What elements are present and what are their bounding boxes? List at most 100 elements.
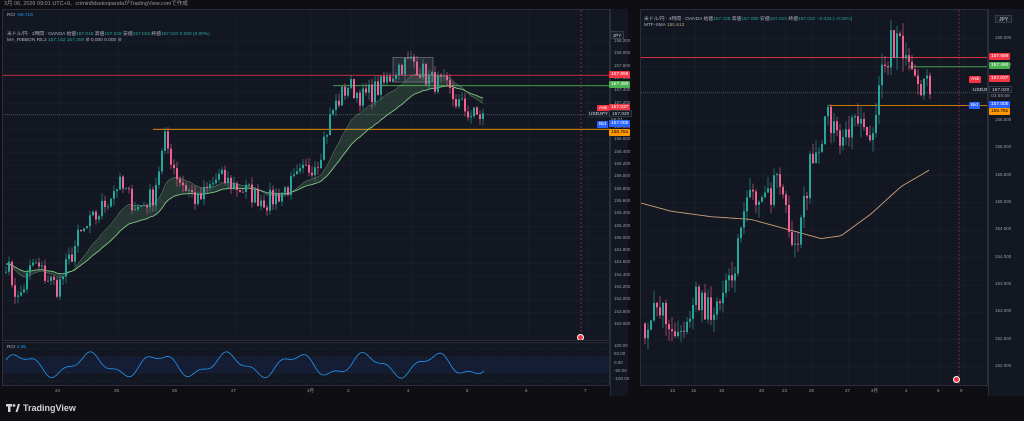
- candle-body: [113, 191, 115, 199]
- price-tag-green[interactable]: 157.490: [609, 81, 631, 89]
- price-tick: 154.000: [614, 296, 631, 302]
- left-rci-pane[interactable]: RCI 4.36: [2, 342, 610, 386]
- candle-body: [794, 243, 796, 245]
- bid-label[interactable]: Bid: [969, 101, 980, 109]
- price-tick: 156.500: [995, 116, 1012, 122]
- candle-body: [296, 171, 298, 175]
- price-tag-ask[interactable]: 157.037: [609, 103, 631, 111]
- left-time-axis[interactable]: 24 25 26 27 3月 3 4 5 6 7: [2, 386, 610, 396]
- symbol-label[interactable]: USDJPY: [587, 111, 609, 119]
- candle-body: [146, 204, 148, 208]
- left-chart-panel[interactable]: RCI -56.719 米ドル/円 · 1時間 · OANDA 始値157.01…: [2, 9, 610, 341]
- currency-label[interactable]: JPY: [610, 31, 625, 39]
- candle-body: [101, 200, 103, 217]
- candle-body: [461, 98, 463, 100]
- candle-body: [86, 226, 88, 229]
- price-tag-bid[interactable]: 157.005: [609, 119, 631, 127]
- price-tick: 156.000: [614, 173, 631, 179]
- candle-body: [29, 265, 31, 273]
- candle-body: [176, 168, 178, 180]
- price-tag-red[interactable]: 157.659: [609, 70, 631, 78]
- candle-body: [215, 179, 217, 184]
- candle-body: [404, 57, 406, 75]
- candle-body: [98, 216, 100, 220]
- price-tick: 153.800: [614, 308, 631, 314]
- candle-body: [362, 88, 364, 106]
- candle-body: [407, 57, 409, 59]
- right-indicator-legend[interactable]: MTF-SMA 155.613: [644, 23, 685, 28]
- date-tick: 16: [691, 388, 697, 393]
- price-tag-last[interactable]: 157.020: [989, 85, 1013, 93]
- candle-body: [110, 198, 112, 207]
- rci-tick: -100.00: [614, 376, 630, 381]
- candle-body: [842, 137, 844, 146]
- rci-tick: -50.00: [614, 368, 627, 373]
- candle-body: [71, 254, 73, 262]
- price-tick: 153.500: [995, 281, 1012, 287]
- right-chart-panel[interactable]: 米ドル/円 · 4時間 · OANDA 始値157.028 高値157.080 …: [640, 9, 988, 386]
- candle-body: [257, 188, 259, 207]
- hidden-icon[interactable]: ⊘: [117, 38, 122, 43]
- candle-body: [920, 84, 922, 96]
- candle-body: [23, 289, 25, 293]
- candle-body: [353, 79, 355, 99]
- candle-body: [332, 109, 334, 115]
- left-event-marker-icon[interactable]: [577, 334, 584, 340]
- right-symbol-legend[interactable]: 米ドル/円 · 4時間 · OANDA 始値157.028 高値157.080 …: [644, 17, 853, 22]
- candle-body: [887, 66, 889, 68]
- candle-body: [38, 262, 40, 267]
- candle-body: [188, 190, 190, 192]
- candle-body: [668, 324, 670, 330]
- candle-body: [53, 276, 55, 280]
- price-tag-green[interactable]: 157.490: [989, 62, 1011, 70]
- rci-band: [3, 357, 609, 373]
- candle-body: [20, 292, 22, 296]
- date-tick: 5: [466, 388, 469, 393]
- candle-body: [665, 302, 667, 325]
- left-symbol-legend[interactable]: 米ドル/円 · 1時間 · OANDA 始値157.015 高値157.028 …: [7, 32, 210, 37]
- candle-body: [335, 100, 337, 110]
- left-candles-svg[interactable]: [3, 10, 610, 341]
- candle-body: [50, 276, 52, 281]
- candle-body: [755, 191, 757, 205]
- price-tag-orange[interactable]: 156.781: [609, 128, 631, 136]
- price-tick: 155.000: [995, 199, 1012, 204]
- left-indicator-legend[interactable]: MA_RIBBON R5.2 157.152 157.259 ⊘ 0.000 0…: [7, 38, 122, 43]
- price-tick: 156.200: [614, 161, 631, 167]
- price-tag-ask[interactable]: 157.037: [989, 75, 1011, 83]
- price-tag-orange[interactable]: 156.781: [989, 107, 1011, 115]
- right-event-marker-icon[interactable]: [953, 376, 960, 383]
- price-tick: 154.500: [995, 226, 1012, 232]
- symbol-label[interactable]: USDJPY: [971, 86, 987, 94]
- candle-body: [734, 273, 736, 281]
- ask-label[interactable]: Ask: [597, 104, 609, 112]
- candle-body: [674, 331, 676, 337]
- price-tag-bid[interactable]: 157.005: [989, 100, 1011, 108]
- tradingview-logo[interactable]: TradingView: [6, 403, 76, 413]
- hidden-icon[interactable]: ⊘: [85, 38, 90, 43]
- ma-ribbon-fast: [5, 73, 484, 278]
- price-tag-red[interactable]: 157.659: [989, 53, 1011, 61]
- rci-tick: 50.00: [614, 351, 626, 356]
- bid-label[interactable]: Bid: [597, 120, 608, 128]
- candle-body: [425, 63, 427, 85]
- range-box[interactable]: [392, 57, 434, 83]
- candle-body: [806, 195, 808, 199]
- candle-body: [35, 262, 37, 264]
- candle-body: [59, 279, 61, 297]
- ask-label[interactable]: Ask: [969, 76, 981, 84]
- candle-body: [293, 174, 295, 176]
- candle-body: [140, 205, 142, 207]
- currency-label[interactable]: JPY: [995, 15, 1013, 23]
- candle-body: [926, 75, 928, 79]
- candle-body: [902, 35, 904, 59]
- right-candles-svg[interactable]: [641, 10, 988, 386]
- candle-body: [656, 302, 658, 308]
- date-tick: 3: [347, 388, 350, 393]
- right-time-axis[interactable]: 13 16 18 20 23 25 27 3月 4 6 9: [640, 386, 988, 396]
- candle-body: [191, 190, 193, 193]
- candle-body: [743, 211, 745, 228]
- candle-body: [164, 131, 166, 151]
- candle-body: [263, 200, 265, 208]
- candle-body: [821, 144, 823, 152]
